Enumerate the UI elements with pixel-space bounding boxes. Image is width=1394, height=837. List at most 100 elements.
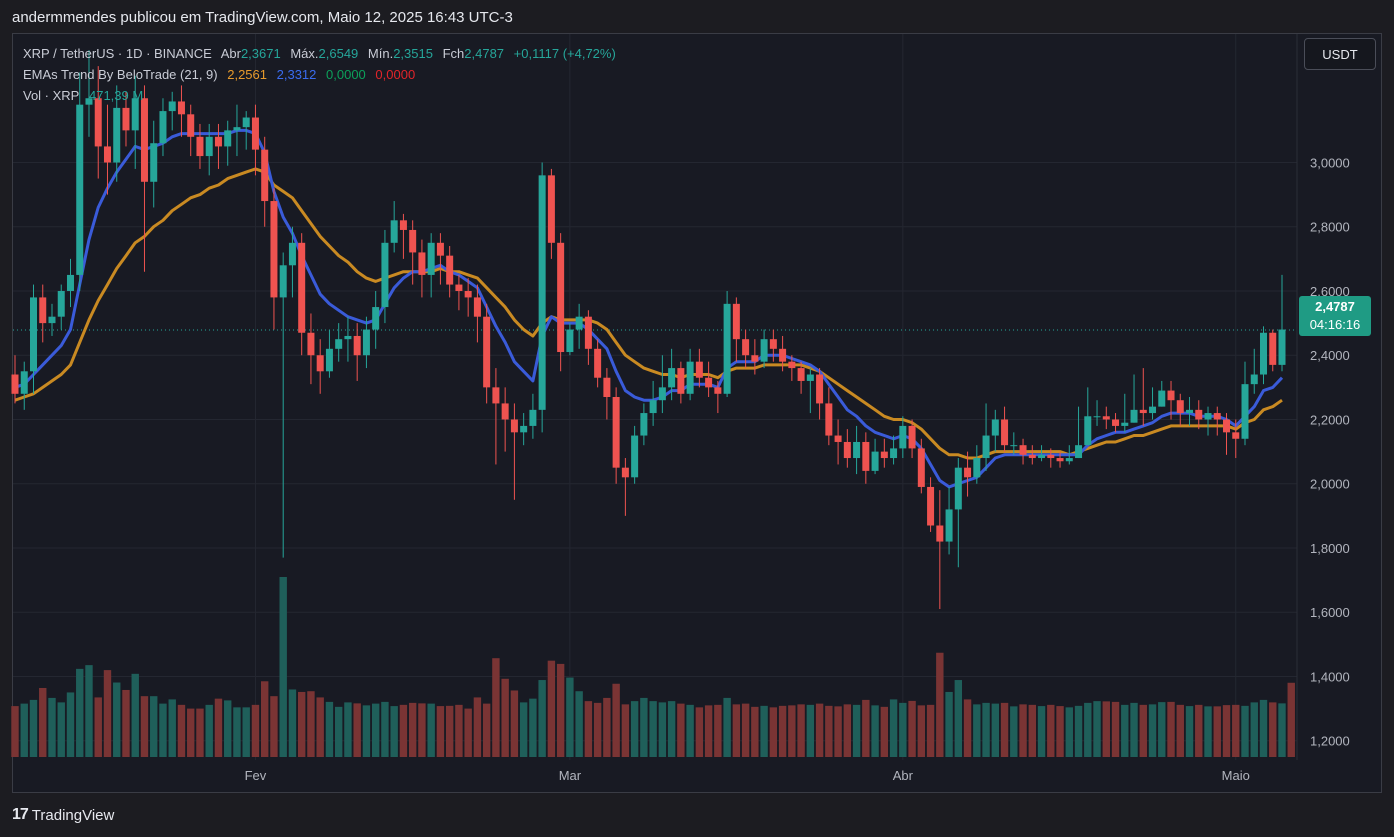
volume-bar bbox=[732, 704, 741, 757]
candle-body bbox=[362, 329, 370, 356]
candle-body bbox=[816, 374, 824, 404]
volume-bar bbox=[926, 704, 935, 757]
candle-body bbox=[668, 368, 676, 388]
y-tick-label: 1,4000 bbox=[1310, 669, 1350, 684]
candle-body bbox=[1121, 422, 1129, 426]
volume-bar bbox=[788, 705, 796, 757]
volume-bar bbox=[1213, 706, 1221, 757]
volume-bar bbox=[954, 680, 963, 757]
currency-button[interactable]: USDT bbox=[1304, 38, 1376, 70]
candle-body bbox=[612, 397, 620, 468]
y-tick-label: 3,0000 bbox=[1310, 155, 1350, 170]
candle-body bbox=[825, 403, 833, 436]
volume-label[interactable]: Vol · XRP bbox=[23, 88, 80, 103]
volume-bar bbox=[871, 705, 879, 757]
candle-body bbox=[1038, 454, 1046, 459]
candle-body bbox=[48, 316, 56, 324]
candle-body bbox=[890, 448, 898, 459]
volume-bar bbox=[76, 668, 84, 757]
candle-body bbox=[594, 348, 602, 378]
volume-bar bbox=[1130, 702, 1138, 757]
volume-bar bbox=[408, 702, 417, 757]
volume-bar bbox=[658, 702, 667, 757]
volume-bar bbox=[344, 702, 352, 757]
candle-body bbox=[575, 316, 583, 330]
candle-countdown: 04:16:16 bbox=[1309, 317, 1361, 332]
legend-volume-row: Vol · XRP 471,39 M bbox=[23, 88, 149, 103]
candle-body bbox=[307, 332, 315, 356]
volume-bar bbox=[797, 704, 805, 757]
close-label: Fch2,4787 bbox=[442, 46, 505, 61]
candle-body bbox=[85, 98, 93, 105]
candle-body bbox=[233, 127, 241, 131]
volume-bar bbox=[279, 577, 287, 757]
candle-body bbox=[806, 374, 814, 381]
candle-body bbox=[187, 114, 195, 137]
candle-body bbox=[954, 467, 962, 510]
candle-body bbox=[483, 316, 491, 388]
candle-body bbox=[140, 98, 148, 182]
volume-bar bbox=[66, 692, 75, 757]
candle-body bbox=[834, 435, 842, 442]
candle-body bbox=[742, 339, 750, 356]
volume-bar bbox=[852, 704, 861, 757]
volume-bar bbox=[630, 701, 639, 757]
volume-bar bbox=[353, 703, 361, 757]
candle-body bbox=[705, 377, 713, 388]
volume-bar bbox=[1028, 704, 1036, 757]
candle-body bbox=[982, 435, 990, 459]
volume-bar bbox=[131, 673, 139, 757]
volume-bar bbox=[1102, 701, 1110, 757]
candle-body bbox=[603, 377, 611, 397]
candle-body bbox=[372, 307, 380, 330]
volume-bar bbox=[418, 703, 426, 757]
footer-brand[interactable]: 17 TradingView bbox=[12, 806, 114, 824]
candle-body bbox=[76, 104, 84, 275]
ema9-value: 2,3312 bbox=[276, 67, 317, 82]
candle-body bbox=[927, 486, 935, 526]
volume-bar bbox=[519, 702, 528, 757]
volume-bar bbox=[1259, 699, 1268, 757]
volume-bar bbox=[288, 689, 297, 757]
volume-bar bbox=[741, 703, 750, 757]
candle-body bbox=[501, 403, 509, 420]
volume-bar bbox=[1241, 705, 1249, 757]
volume-bar bbox=[936, 652, 944, 757]
volume-bar bbox=[843, 704, 852, 757]
candle-body bbox=[66, 274, 74, 291]
candle-body bbox=[20, 371, 28, 394]
volume-bar bbox=[677, 703, 685, 757]
volume-bar bbox=[464, 708, 472, 757]
volume-bar bbox=[880, 706, 889, 757]
high-label: Máx.2,6549 bbox=[290, 46, 359, 61]
volume-bar bbox=[695, 707, 704, 757]
volume-bar bbox=[1010, 706, 1018, 757]
volume-bar bbox=[529, 698, 537, 757]
volume-bar bbox=[140, 696, 149, 757]
candle-body bbox=[871, 451, 879, 471]
candle-body bbox=[261, 149, 269, 202]
volume-bar bbox=[436, 706, 445, 757]
y-tick-label: 1,2000 bbox=[1310, 734, 1350, 749]
ema9-line bbox=[14, 128, 1284, 489]
volume-bar bbox=[94, 697, 102, 757]
y-tick-label: 2,8000 bbox=[1310, 220, 1350, 235]
candle-body bbox=[409, 229, 417, 253]
volume-bar bbox=[1232, 704, 1240, 757]
volume-bar bbox=[649, 701, 657, 757]
volume-bar bbox=[48, 697, 56, 757]
indicator-name[interactable]: EMAs Trend By BeloTrade (21, 9) bbox=[23, 67, 218, 82]
volume-bar bbox=[760, 705, 768, 757]
volume-bar bbox=[973, 704, 981, 757]
candle-body bbox=[862, 441, 870, 471]
symbol-label[interactable]: XRP / TetherUS · 1D · BINANCE bbox=[23, 46, 212, 61]
candle-body bbox=[492, 387, 500, 404]
candle-body bbox=[714, 387, 722, 394]
candle-body bbox=[1204, 413, 1212, 420]
candle-body bbox=[1084, 416, 1092, 446]
candle-body bbox=[177, 101, 185, 115]
candle-body bbox=[1093, 416, 1101, 418]
volume-bar bbox=[917, 705, 926, 757]
candle-body bbox=[353, 335, 361, 356]
